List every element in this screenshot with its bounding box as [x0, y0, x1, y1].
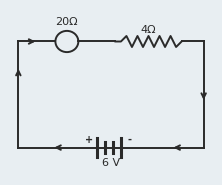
Text: +: + [85, 134, 93, 144]
Text: 6 V: 6 V [102, 158, 120, 168]
Text: 20Ω: 20Ω [56, 17, 78, 27]
Text: -: - [127, 134, 131, 144]
Text: 4Ω: 4Ω [141, 25, 156, 35]
